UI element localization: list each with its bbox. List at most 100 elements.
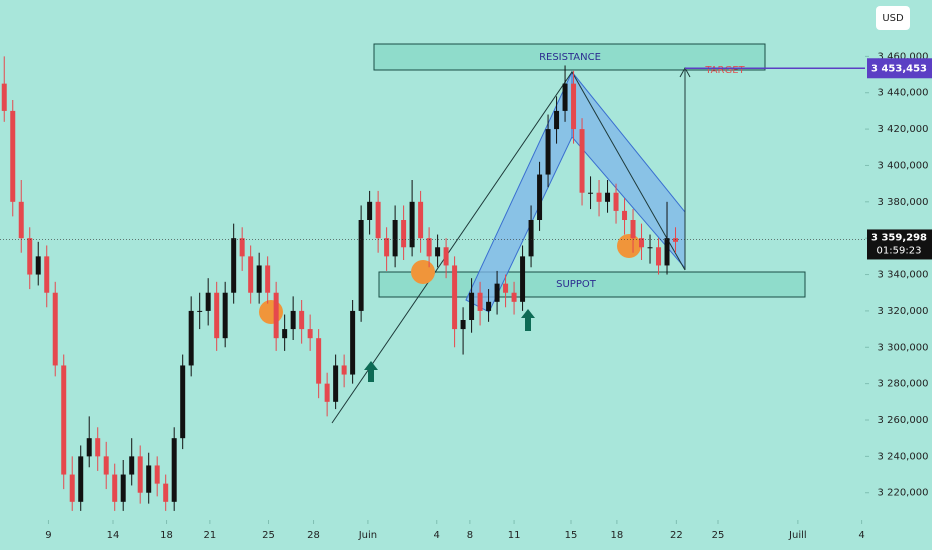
candle-body — [375, 201, 381, 239]
candle-body — [333, 365, 339, 402]
candle-body — [443, 247, 449, 266]
candle-body — [154, 465, 160, 484]
resistance-label: RESISTANCE — [539, 52, 601, 63]
x-tick-label: 4 — [858, 530, 864, 541]
y-tick-label: 3 280,000 — [878, 379, 929, 390]
candle-body — [426, 238, 432, 257]
y-tick-label: 3 220,000 — [878, 488, 929, 499]
candle-body — [214, 292, 220, 339]
candle-body — [409, 201, 415, 248]
candle-body — [197, 310, 203, 312]
candle-body — [341, 365, 347, 375]
candle-body — [171, 438, 177, 502]
y-tick-label: 3 300,000 — [878, 342, 929, 353]
candle-body — [52, 292, 58, 366]
currency-label[interactable]: USD — [882, 13, 904, 24]
candle-body — [647, 247, 653, 249]
candle-body — [248, 256, 254, 293]
candle-body — [350, 310, 356, 375]
target-label: TARGET — [704, 65, 745, 76]
candle-body — [656, 247, 662, 266]
up-arrow — [364, 361, 378, 382]
x-tick-label: 14 — [107, 530, 120, 541]
candle-body — [571, 83, 577, 130]
candle-body — [673, 238, 679, 242]
target-price-box — [867, 58, 932, 79]
x-tick-label: 4 — [434, 530, 440, 541]
candle-body — [163, 483, 169, 502]
candle-body — [537, 174, 543, 220]
candle-body — [511, 292, 517, 302]
candle-body — [435, 247, 441, 257]
candle-body — [579, 129, 585, 193]
candle-body — [630, 220, 636, 239]
candle-body — [120, 474, 126, 502]
x-tick-label: 9 — [45, 530, 51, 541]
candles — [1, 56, 679, 511]
candle-body — [44, 256, 50, 293]
marker-circle — [259, 300, 283, 324]
pattern-line — [331, 71, 686, 424]
candle-body — [392, 220, 398, 257]
candle-body — [78, 456, 84, 502]
candle-body — [528, 220, 534, 257]
x-tick-label: Juin — [358, 530, 377, 541]
candle-body — [401, 220, 407, 248]
candle-body — [61, 365, 67, 475]
y-tick-label: 3 420,000 — [878, 124, 929, 135]
candle-body — [452, 265, 458, 330]
countdown: 01:59:23 — [877, 245, 922, 256]
support-zone — [378, 271, 806, 298]
candle-body — [664, 238, 670, 266]
candle-body — [112, 474, 118, 502]
marker-circle — [617, 234, 641, 258]
candle-body — [460, 320, 466, 330]
candle-body — [222, 292, 228, 339]
candle-body — [205, 292, 211, 311]
drawings-under — [259, 43, 806, 424]
x-tick-label: 22 — [670, 530, 683, 541]
candle-body — [188, 310, 194, 366]
candle-body — [418, 201, 424, 239]
candle-body — [469, 292, 475, 320]
y-tick-label: 3 460,000 — [878, 51, 929, 62]
y-tick-label: 3 340,000 — [878, 270, 929, 281]
currency-box[interactable] — [876, 6, 910, 30]
candle-body — [358, 220, 364, 311]
candle-body — [588, 192, 594, 194]
candle-body — [299, 310, 305, 330]
support-label: SUPPOT — [556, 279, 597, 290]
x-tick-label: 15 — [565, 530, 578, 541]
candle-body — [494, 283, 500, 302]
candle-body — [86, 438, 92, 457]
x-tick-label: 18 — [611, 530, 624, 541]
candle-body — [605, 192, 611, 202]
candle-body — [554, 110, 560, 130]
candle-body — [1, 83, 7, 111]
candle-body — [27, 238, 33, 275]
y-tick-label: 3 240,000 — [878, 451, 929, 462]
candle-body — [35, 256, 41, 275]
candle-body — [384, 238, 390, 257]
candle-body — [103, 456, 109, 475]
y-tick-label: 3 440,000 — [878, 88, 929, 99]
candle-body — [282, 329, 288, 339]
candle-body — [316, 338, 322, 384]
marker-circle — [411, 260, 435, 284]
candle-body — [290, 310, 296, 330]
candle-body — [622, 210, 628, 220]
candle-body — [10, 110, 16, 202]
target-price-label: 3 453,453 — [871, 63, 927, 74]
x-tick-label: 18 — [160, 530, 173, 541]
candle-body — [137, 456, 143, 493]
y-tick-label: 3 380,000 — [878, 197, 929, 208]
candle-body — [367, 201, 373, 220]
candle-body — [129, 456, 135, 475]
x-tick-label: 25 — [262, 530, 275, 541]
candle-body — [69, 474, 75, 502]
x-tick-label: Juill — [788, 530, 807, 541]
y-tick-label: 3 260,000 — [878, 415, 929, 426]
candle-body — [545, 129, 551, 175]
x-tick-label: 28 — [307, 530, 320, 541]
